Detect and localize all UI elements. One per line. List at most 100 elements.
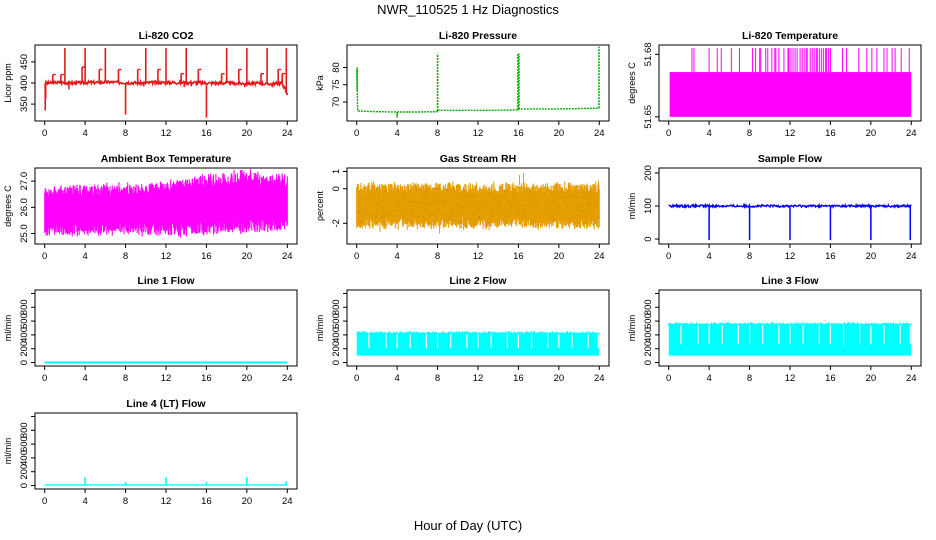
y-axis-label: ml/min (627, 315, 637, 342)
y-tick-label: 450 (19, 54, 30, 70)
chart-title: Gas Stream RH (440, 153, 516, 165)
y-tick-label: 200 (643, 341, 654, 357)
x-tick-label: 4 (82, 373, 87, 384)
x-axis: 0 4 8 12 16 20 24 (666, 243, 917, 262)
x-tick-label: 8 (435, 373, 440, 384)
x-tick-label: 0 (42, 128, 47, 139)
y-axis: -2 0 1 (331, 169, 347, 227)
x-tick-label: 20 (242, 373, 253, 384)
y-tick-label: 800 (19, 422, 30, 438)
chart-plot-area (44, 477, 288, 486)
figure-title: NWR_110525 1 Hz Diagnostics (377, 2, 559, 17)
x-tick-label: 4 (706, 128, 711, 139)
x-tick-label: 24 (594, 128, 605, 139)
x-axis: 0 4 8 12 16 20 24 (666, 120, 917, 139)
x-tick-label: 24 (282, 373, 293, 384)
x-tick-label: 24 (906, 373, 917, 384)
x-tick-label: 12 (473, 251, 484, 262)
y-axis-label: percent (315, 190, 325, 221)
y-tick-label: 400 (331, 327, 342, 343)
x-tick-label: 24 (594, 373, 605, 384)
data-noise (356, 181, 600, 230)
chart-panel-3: Li-820 Temperature 0 4 8 12 16 20 24 51.65 51.68 d… (627, 30, 922, 139)
y-tick-label: -2 (331, 219, 342, 227)
y-tick-label: 0 (643, 360, 654, 365)
y-tick-label: 0 (19, 483, 30, 488)
x-tick-label: 4 (82, 251, 87, 262)
x-tick-label: 12 (161, 496, 172, 507)
x-tick-label: 0 (42, 251, 47, 262)
y-axis-label: ml/min (3, 315, 13, 342)
chart-title: Line 2 Flow (449, 275, 507, 287)
chart-plot-area (356, 331, 600, 356)
x-tick-label: 0 (666, 251, 671, 262)
x-tick-label: 12 (161, 251, 172, 262)
y-tick-label: 600 (19, 436, 30, 452)
x-tick-label: 24 (282, 496, 293, 507)
x-tick-label: 16 (513, 251, 524, 262)
x-axis: 0 4 8 12 16 20 24 (42, 365, 293, 384)
y-tick-label: 75 (331, 79, 342, 90)
x-tick-label: 0 (354, 251, 359, 262)
y-axis: 0 100 200 (643, 165, 659, 242)
x-tick-label: 4 (394, 128, 399, 139)
y-axis-label: ml/min (3, 438, 13, 465)
y-axis-label: degrees C (3, 185, 13, 227)
chart-panel-4: Ambient Box Temperature 0 4 8 12 16 20 24 25.0 26… (3, 153, 298, 262)
x-tick-label: 16 (513, 128, 524, 139)
x-tick-label: 4 (706, 251, 711, 262)
x-tick-label: 8 (123, 128, 128, 139)
y-tick-label: 1 (331, 169, 342, 174)
data-band-edge (356, 331, 600, 335)
x-tick-label: 0 (42, 496, 47, 507)
x-tick-label: 8 (123, 373, 128, 384)
y-axis: 25.0 26.0 27.0 (19, 172, 35, 243)
data-series-line (44, 78, 289, 96)
y-tick-label: 800 (643, 299, 654, 315)
chart-title: Line 4 (LT) Flow (126, 398, 206, 410)
y-tick-label: 27.0 (19, 172, 30, 191)
x-tick-label: 16 (825, 128, 836, 139)
x-tick-label: 0 (354, 128, 359, 139)
y-tick-label: 400 (19, 327, 30, 343)
x-tick-label: 12 (473, 128, 484, 139)
y-axis-label: ml/min (315, 315, 325, 342)
x-tick-label: 8 (435, 251, 440, 262)
x-tick-label: 20 (866, 128, 877, 139)
x-tick-label: 20 (242, 251, 253, 262)
y-tick-label: 0 (19, 360, 30, 365)
chart-plot-area (44, 47, 289, 118)
chart-plot-area (44, 168, 288, 238)
x-axis: 0 4 8 12 16 20 24 (666, 365, 917, 384)
x-tick-label: 4 (394, 251, 399, 262)
chart-panel-1: Li-820 CO2 0 4 8 12 16 20 24 350 400 450 Licor ppm (3, 30, 298, 139)
chart-frame (346, 44, 610, 122)
x-tick-label: 8 (747, 373, 752, 384)
data-band-edge (668, 322, 912, 326)
x-tick-label: 8 (123, 251, 128, 262)
y-tick-label: 600 (331, 313, 342, 329)
x-tick-label: 16 (201, 251, 212, 262)
x-tick-label: 12 (473, 373, 484, 384)
chart-panel-5: Gas Stream RH 0 4 8 12 16 20 24 -2 0 1 percent (315, 153, 610, 262)
y-tick-label: 200 (19, 341, 30, 357)
x-tick-label: 24 (594, 251, 605, 262)
chart-title: Ambient Box Temperature (101, 153, 232, 165)
x-tick-label: 12 (785, 373, 796, 384)
x-tick-label: 20 (242, 128, 253, 139)
figure-x-axis-title: Hour of Day (UTC) (413, 518, 523, 533)
y-tick-label: 0 (331, 186, 342, 191)
x-tick-label: 20 (866, 373, 877, 384)
x-tick-label: 20 (554, 128, 565, 139)
y-tick-label: 600 (643, 313, 654, 329)
x-tick-label: 16 (201, 496, 212, 507)
x-tick-label: 24 (282, 251, 293, 262)
y-tick-label: 0 (331, 360, 342, 365)
chart-plot-area (356, 46, 600, 118)
x-axis: 0 4 8 12 16 20 24 (42, 243, 293, 262)
y-tick-label: 800 (19, 299, 30, 315)
